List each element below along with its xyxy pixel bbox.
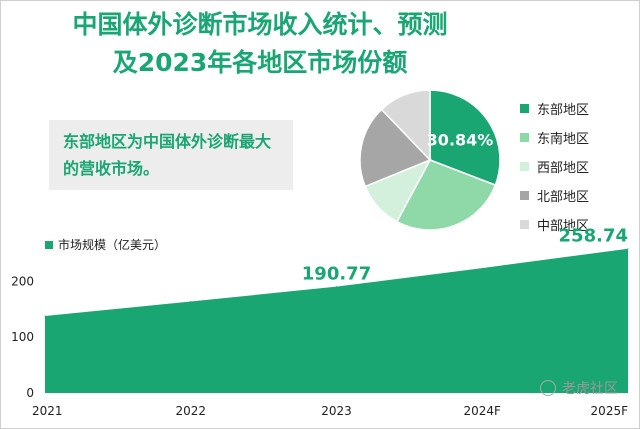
callout-box: 东部地区为中国体外诊断最大的营收市场。 [49,120,293,190]
pie-legend-item: 北部地区 [520,181,589,210]
x-tick-label: 2024F [464,404,502,418]
legend-swatch [520,162,529,171]
legend-label: 中部地区 [537,219,590,234]
pie-legend: 东部地区东南地区西部地区北部地区中部地区 [520,94,589,239]
x-tick-label: 2023 [321,404,352,418]
legend-label: 东部地区 [537,103,590,118]
watermark-text: 老虎社区 [562,381,618,397]
pie-data-label: 30.84% [427,130,494,149]
area-legend-swatch [45,241,53,249]
area-data-point [627,248,629,250]
watermark-badge: 老虎社区 [540,378,618,398]
x-tick-label: 2025F [591,404,629,418]
y-tick-label: 0 [26,386,34,400]
area-data-point [44,315,46,317]
data-label: 258.74 [559,228,628,247]
data-label: 190.77 [302,264,371,285]
pie-slice [360,108,432,188]
pie-chart: 30.84% [360,90,500,230]
pie-legend-item: 东南地区 [520,123,589,152]
pie-legend-item: 西部地区 [520,152,589,181]
pie-slice [429,90,500,187]
legend-label: 北部地区 [537,190,590,205]
pie-legend-item: 东部地区 [520,94,589,123]
chart-title-line2: 及2023年各地区市场份额 [112,48,408,77]
legend-swatch [520,220,529,229]
y-tick-label: 100 [11,330,34,344]
pie-slice [395,159,497,230]
x-tick-label: 2022 [175,404,206,418]
x-tick-label: 2021 [32,404,63,418]
y-tick-label: 200 [11,274,34,288]
legend-swatch [520,191,529,200]
area-legend-label: 市场规模（亿美元） [58,237,166,252]
area-chart: 0 100 200 2021 2022 2023 2024F 2025F 190.77 258.7… [11,228,629,418]
chart-title-line1: 中国体外诊断市场收入统计、预测 [72,10,448,39]
tiger-logo-icon [540,380,556,396]
area-data-point [336,286,337,288]
legend-label: 西部地区 [537,161,590,176]
legend-label: 东南地区 [537,132,590,147]
legend-swatch [520,133,529,142]
area-data-point [481,267,483,269]
area-series-fill [45,248,628,393]
legend-swatch [520,104,529,113]
pie-slice [380,90,431,162]
pie-legend-item: 中部地区 [520,210,589,239]
area-data-point [190,301,192,303]
